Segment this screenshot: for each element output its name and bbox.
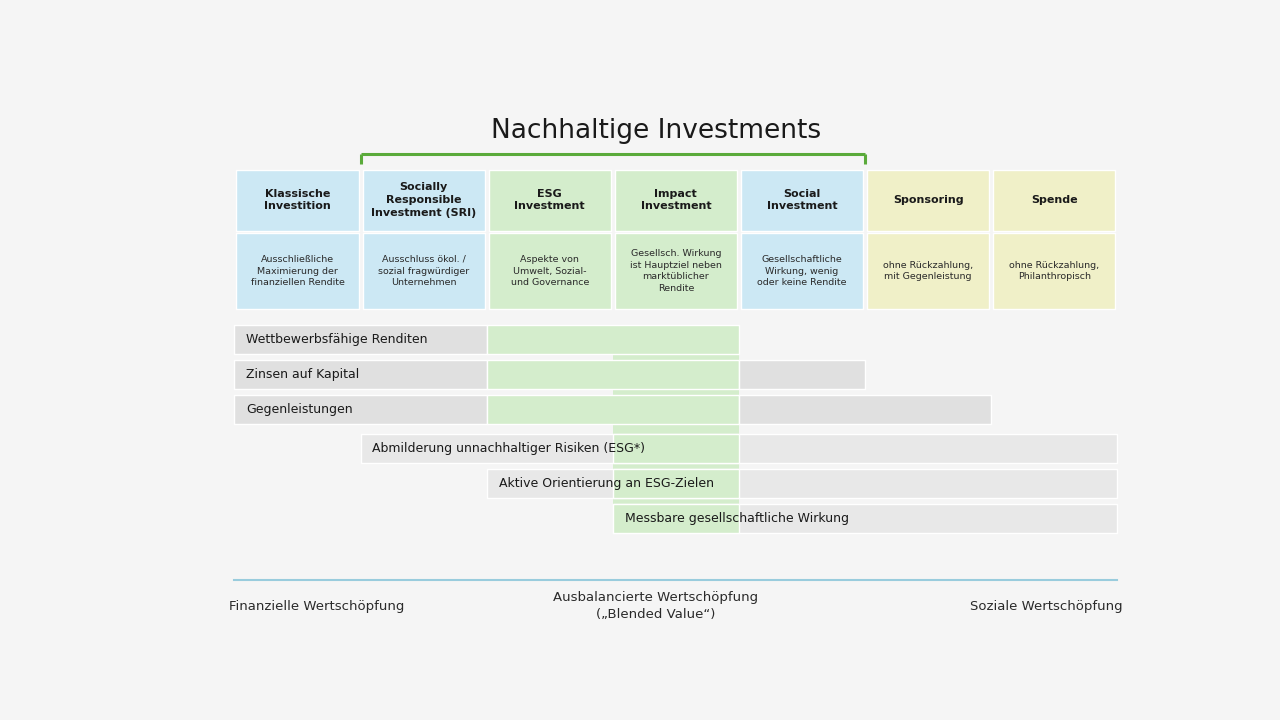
Text: Gegenleistungen: Gegenleistungen — [246, 402, 353, 416]
FancyBboxPatch shape — [739, 395, 991, 424]
FancyBboxPatch shape — [613, 504, 1117, 534]
FancyBboxPatch shape — [614, 169, 737, 230]
FancyBboxPatch shape — [486, 469, 1117, 498]
Text: Social
Investment: Social Investment — [767, 189, 837, 212]
FancyBboxPatch shape — [993, 233, 1115, 310]
FancyBboxPatch shape — [237, 233, 358, 310]
FancyBboxPatch shape — [613, 434, 739, 464]
FancyBboxPatch shape — [234, 395, 486, 424]
Text: Wettbewerbsfähige Renditen: Wettbewerbsfähige Renditen — [246, 333, 428, 346]
FancyBboxPatch shape — [486, 360, 739, 389]
Text: ohne Rückzahlung,
mit Gegenleistung: ohne Rückzahlung, mit Gegenleistung — [883, 261, 973, 282]
Text: ohne Rückzahlung,
Philanthropisch: ohne Rückzahlung, Philanthropisch — [1009, 261, 1100, 282]
Text: Ausschluss ökol. /
sozial fragwürdiger
Unternehmen: Ausschluss ökol. / sozial fragwürdiger U… — [378, 255, 470, 287]
FancyBboxPatch shape — [741, 233, 863, 310]
FancyBboxPatch shape — [867, 169, 989, 230]
FancyBboxPatch shape — [489, 169, 611, 230]
FancyBboxPatch shape — [234, 325, 486, 354]
FancyBboxPatch shape — [614, 233, 737, 310]
Text: Soziale Wertschöpfung: Soziale Wertschöpfung — [970, 600, 1123, 613]
Text: Zinsen auf Kapital: Zinsen auf Kapital — [246, 368, 360, 381]
FancyBboxPatch shape — [362, 233, 485, 310]
Text: Aspekte von
Umwelt, Sozial-
und Governance: Aspekte von Umwelt, Sozial- und Governan… — [511, 255, 589, 287]
Text: Nachhaltige Investments: Nachhaltige Investments — [492, 118, 820, 144]
FancyBboxPatch shape — [362, 169, 485, 230]
FancyBboxPatch shape — [489, 233, 611, 310]
Text: Impact
Investment: Impact Investment — [640, 189, 712, 212]
Text: Abmilderung unnachhaltiger Risiken (ESG*): Abmilderung unnachhaltiger Risiken (ESG*… — [372, 442, 645, 455]
Text: Ausbalancierte Wertschöpfung
(„Blended Value“): Ausbalancierte Wertschöpfung („Blended V… — [553, 591, 759, 621]
FancyBboxPatch shape — [613, 504, 739, 534]
Text: ESG
Investment: ESG Investment — [515, 189, 585, 212]
FancyBboxPatch shape — [237, 169, 358, 230]
FancyBboxPatch shape — [234, 360, 486, 389]
FancyBboxPatch shape — [613, 469, 739, 498]
Text: Messbare gesellschaftliche Wirkung: Messbare gesellschaftliche Wirkung — [625, 512, 849, 525]
FancyBboxPatch shape — [486, 395, 739, 424]
Text: Gesellsch. Wirkung
ist Hauptziel neben
marktüblicher
Rendite: Gesellsch. Wirkung ist Hauptziel neben m… — [630, 249, 722, 293]
Text: Aktive Orientierung an ESG-Zielen: Aktive Orientierung an ESG-Zielen — [498, 477, 713, 490]
Text: Ausschließliche
Maximierung der
finanziellen Rendite: Ausschließliche Maximierung der finanzie… — [251, 255, 344, 287]
FancyBboxPatch shape — [993, 169, 1115, 230]
Text: Spende: Spende — [1030, 195, 1078, 205]
FancyBboxPatch shape — [486, 325, 739, 354]
Text: Gesellschaftliche
Wirkung, wenig
oder keine Rendite: Gesellschaftliche Wirkung, wenig oder ke… — [758, 255, 846, 287]
Text: Sponsoring: Sponsoring — [892, 195, 964, 205]
Text: Finanzielle Wertschöpfung: Finanzielle Wertschöpfung — [229, 600, 404, 613]
Text: Klassische
Investition: Klassische Investition — [264, 189, 330, 212]
FancyBboxPatch shape — [867, 233, 989, 310]
FancyBboxPatch shape — [739, 360, 865, 389]
FancyBboxPatch shape — [361, 434, 1117, 464]
FancyBboxPatch shape — [613, 325, 739, 534]
Text: Socially
Responsible
Investment (SRI): Socially Responsible Investment (SRI) — [371, 182, 476, 218]
FancyBboxPatch shape — [741, 169, 863, 230]
